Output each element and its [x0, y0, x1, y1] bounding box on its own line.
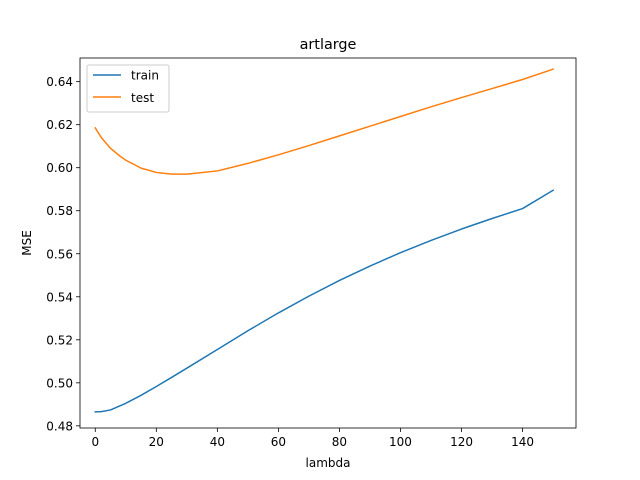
y-tick-label: 0.62	[46, 118, 73, 132]
y-tick-label: 0.48	[46, 419, 73, 433]
series-line-train	[94, 189, 555, 413]
series-group	[94, 68, 555, 413]
y-tick-label: 0.60	[46, 161, 73, 175]
x-tick-label: 120	[450, 435, 473, 449]
legend-label-train: train	[131, 69, 159, 83]
y-tick-label: 0.64	[46, 75, 73, 89]
plot-frame	[79, 57, 577, 429]
y-tick-label: 0.58	[46, 204, 73, 218]
chart-title: artlarge	[300, 37, 357, 53]
x-tick-label: 0	[91, 435, 99, 449]
plot-area	[80, 58, 576, 428]
legend: train test	[86, 64, 170, 113]
y-axis-ticks: 0.48 0.50 0.52 0.54 0.56 0.58 0.60 0.62 0.64	[46, 75, 80, 433]
x-tick-label: 80	[332, 435, 347, 449]
x-tick-label: 100	[389, 435, 412, 449]
y-tick-label: 0.54	[46, 290, 73, 304]
y-tick-label: 0.56	[46, 247, 73, 261]
y-tick-label: 0.50	[46, 376, 73, 390]
x-tick-label: 20	[149, 435, 164, 449]
y-tick-label: 0.52	[46, 333, 73, 347]
x-tick-label: 140	[511, 435, 534, 449]
y-axis-label: MSE	[20, 230, 34, 256]
series-line-test	[94, 68, 555, 175]
x-axis-label: lambda	[306, 456, 351, 470]
x-tick-label: 60	[271, 435, 286, 449]
x-axis-ticks: 0 20 40 60 80 100 120 140	[91, 428, 534, 449]
x-tick-label: 40	[210, 435, 225, 449]
legend-label-test: test	[131, 91, 154, 105]
legend-box	[86, 64, 170, 113]
